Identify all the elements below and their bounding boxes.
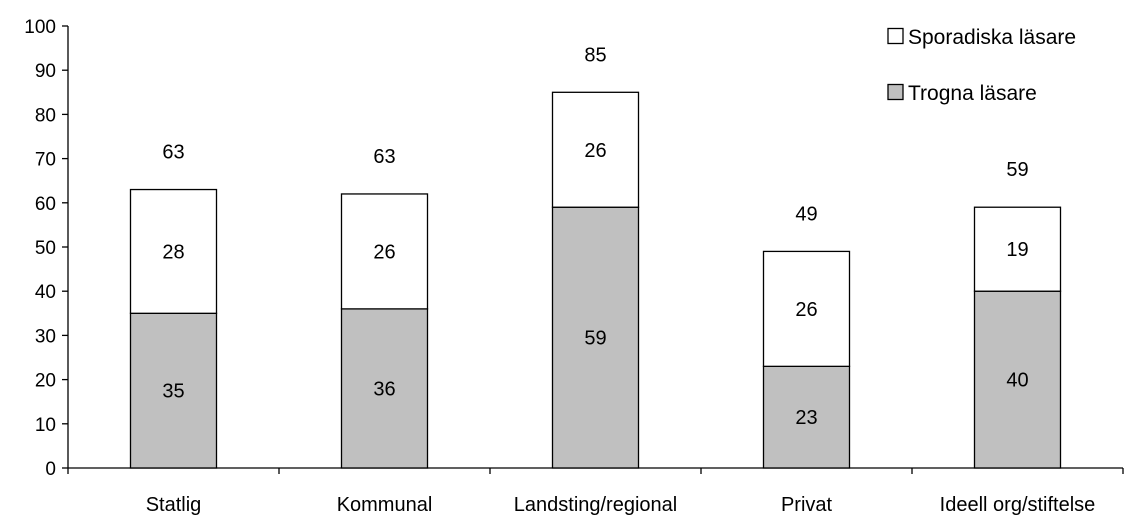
bar-segment [551, 206, 640, 469]
bar-segment [340, 308, 429, 469]
bar-value-label: 36 [373, 378, 395, 400]
bar-value-label: 26 [795, 299, 817, 321]
bar-segment [973, 290, 1062, 469]
bar-segment [762, 250, 851, 367]
bar-value-label: 26 [584, 140, 606, 162]
y-tick-label: 100 [24, 17, 56, 38]
y-tick-label: 50 [35, 238, 56, 259]
bar-value-label: 23 [795, 407, 817, 429]
bars [129, 91, 1062, 469]
bar-value-label: 28 [162, 241, 184, 263]
bar-value-label: 35 [162, 381, 184, 403]
y-tick-label: 40 [35, 282, 56, 303]
x-category-label: Privat [781, 494, 833, 516]
bar-total-label: 63 [373, 146, 395, 168]
bar-total-label: 63 [162, 142, 184, 164]
y-tick-label: 60 [35, 194, 56, 215]
data-labels: 35 28 63 36 26 63 59 26 85 23 26 49 40 19 59 [162, 44, 1028, 429]
x-category-label: Statlig [146, 494, 202, 516]
bar-segment [762, 365, 851, 469]
x-category-label: Kommunal [337, 494, 433, 516]
bar-value-label: 26 [373, 241, 395, 263]
x-category-label: Landsting/regional [514, 494, 677, 516]
y-tick-label: 80 [35, 105, 56, 126]
bar-segment [551, 91, 640, 208]
bar-segment [129, 188, 218, 314]
bar-segment [340, 193, 429, 310]
y-tick-label: 10 [35, 415, 56, 436]
legend-label: Sporadiska läsare [908, 26, 1076, 49]
legend: Sporadiska läsare Trogna läsare [887, 26, 1076, 105]
bar-value-label: 19 [1006, 239, 1028, 261]
y-tick-label: 90 [35, 61, 56, 82]
legend-swatch [887, 27, 904, 45]
y-axis: 0 10 20 30 40 50 60 70 80 90 100 [24, 17, 69, 480]
bar-total-label: 85 [584, 44, 606, 66]
y-tick-label: 30 [35, 326, 56, 347]
bar-segment [973, 206, 1062, 292]
bar-value-label: 40 [1006, 370, 1028, 392]
legend-swatch [887, 83, 904, 101]
y-tick-label: 20 [35, 371, 56, 392]
bar-total-label: 49 [795, 203, 817, 225]
bar-value-label: 59 [584, 328, 606, 350]
legend-label: Trogna läsare [908, 82, 1037, 105]
y-tick-label: 0 [45, 459, 56, 480]
x-axis: Statlig Kommunal Landsting/regional Privat I… [67, 467, 1124, 516]
x-category-label: Ideell org/stiftelse [940, 494, 1096, 516]
bar-total-label: 59 [1006, 159, 1028, 181]
y-tick-label: 70 [35, 150, 56, 171]
